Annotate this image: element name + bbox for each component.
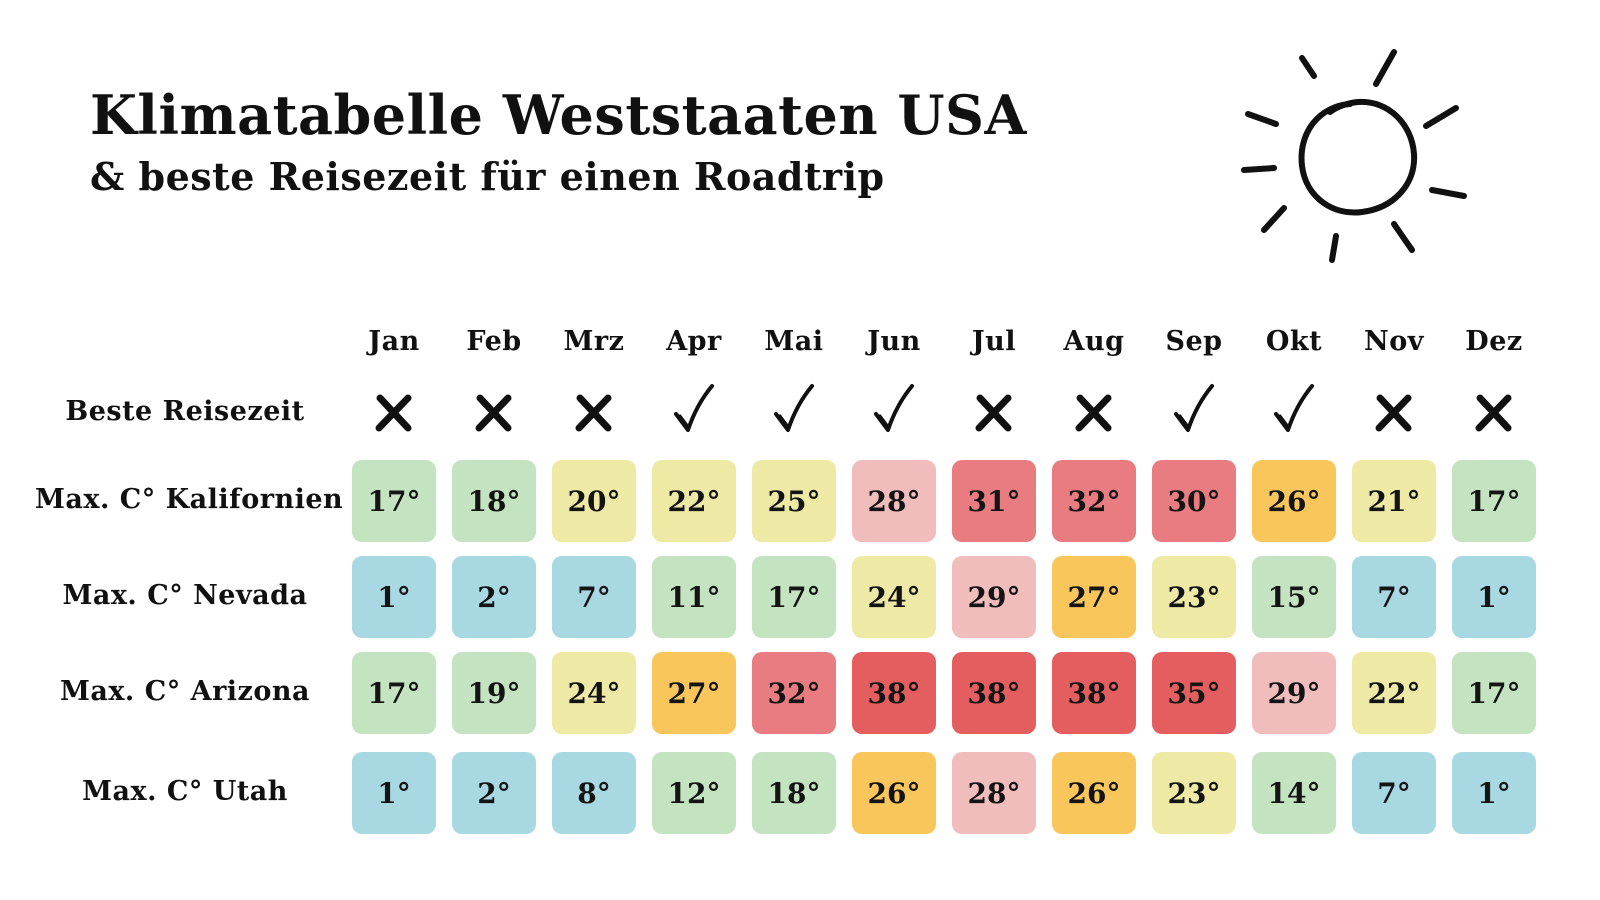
month-header: Mai <box>764 326 824 357</box>
row-label: Max. C° Kalifornien <box>35 484 344 515</box>
month-header: Apr <box>666 326 722 357</box>
temperature-cell: 17° <box>752 556 836 638</box>
temperature-cell: 7° <box>552 556 636 638</box>
check-icon <box>774 384 814 432</box>
page-subtitle: & beste Reisezeit für einen Roadtrip <box>90 154 885 199</box>
temperature-cell: 17° <box>1452 652 1536 734</box>
page-title: Klimatabelle Weststaaten USA <box>90 83 1027 147</box>
temperature-cell: 38° <box>952 652 1036 734</box>
temperature-cell: 21° <box>1352 460 1436 542</box>
temperature-cell: 29° <box>952 556 1036 638</box>
temperature-cell: 18° <box>452 460 536 542</box>
temperature-cell: 31° <box>952 460 1036 542</box>
temperature-cell: 1° <box>352 752 436 834</box>
temperature-cell: 19° <box>452 652 536 734</box>
temperature-cell: 29° <box>1252 652 1336 734</box>
cross-icon <box>975 394 1012 432</box>
temperature-cell: 38° <box>852 652 936 734</box>
temperature-cell: 27° <box>652 652 736 734</box>
row-label: Max. C° Arizona <box>59 676 311 707</box>
cross-icon <box>475 394 512 432</box>
month-header: Dez <box>1465 326 1523 357</box>
month-header: Okt <box>1265 326 1323 357</box>
temperature-cell: 26° <box>1252 460 1336 542</box>
row-label: Max. C° Utah <box>82 776 288 807</box>
temperature-cell: 38° <box>1052 652 1136 734</box>
temperature-cell: 23° <box>1152 556 1236 638</box>
temperature-cell: 28° <box>952 752 1036 834</box>
temperature-cell: 15° <box>1252 556 1336 638</box>
temperature-cell: 1° <box>1452 556 1536 638</box>
month-header: Aug <box>1063 326 1125 357</box>
temperature-cell: 17° <box>352 652 436 734</box>
temperature-cell: 17° <box>1452 460 1536 542</box>
temperature-cell: 2° <box>452 556 536 638</box>
check-icon <box>1274 384 1314 432</box>
temperature-cell: 7° <box>1352 556 1436 638</box>
temperature-cell: 24° <box>552 652 636 734</box>
cross-icon <box>1075 394 1112 432</box>
temperature-cell: 26° <box>852 752 936 834</box>
temperature-cell: 25° <box>752 460 836 542</box>
temperature-cell: 32° <box>752 652 836 734</box>
month-header: Jun <box>867 326 921 357</box>
temperature-cell: 32° <box>1052 460 1136 542</box>
temperature-cell: 12° <box>652 752 736 834</box>
temperature-cell: 1° <box>352 556 436 638</box>
month-header: Feb <box>466 326 522 357</box>
temperature-cell: 35° <box>1152 652 1236 734</box>
month-header: Sep <box>1165 326 1223 357</box>
temperature-cell: 17° <box>352 460 436 542</box>
temperature-cell: 23° <box>1152 752 1236 834</box>
month-header: Nov <box>1364 326 1424 357</box>
month-header: Mrz <box>563 326 625 357</box>
month-header: Jul <box>971 326 1017 357</box>
temperature-cell: 28° <box>852 460 936 542</box>
cross-icon <box>375 394 412 432</box>
check-icon <box>1174 384 1214 432</box>
temperature-cell: 8° <box>552 752 636 834</box>
temperature-cell: 22° <box>1352 652 1436 734</box>
cross-icon <box>575 394 612 432</box>
month-header: Jan <box>368 326 420 357</box>
sun-icon <box>1241 49 1467 263</box>
temperature-cell: 11° <box>652 556 736 638</box>
cross-icon <box>1475 394 1512 432</box>
row-label: Max. C° Nevada <box>62 580 308 611</box>
temperature-cell: 22° <box>652 460 736 542</box>
cross-icon <box>1375 394 1412 432</box>
temperature-cell: 14° <box>1252 752 1336 834</box>
check-icon <box>874 384 914 432</box>
temperature-cell: 26° <box>1052 752 1136 834</box>
temperature-cell: 20° <box>552 460 636 542</box>
temperature-cell: 1° <box>1452 752 1536 834</box>
temperature-cell: 7° <box>1352 752 1436 834</box>
check-icon <box>674 384 714 432</box>
temperature-cell: 18° <box>752 752 836 834</box>
row-label-best-time: Beste Reisezeit <box>65 396 305 427</box>
temperature-cell: 27° <box>1052 556 1136 638</box>
temperature-cell: 2° <box>452 752 536 834</box>
temperature-cell: 24° <box>852 556 936 638</box>
temperature-cell: 30° <box>1152 460 1236 542</box>
